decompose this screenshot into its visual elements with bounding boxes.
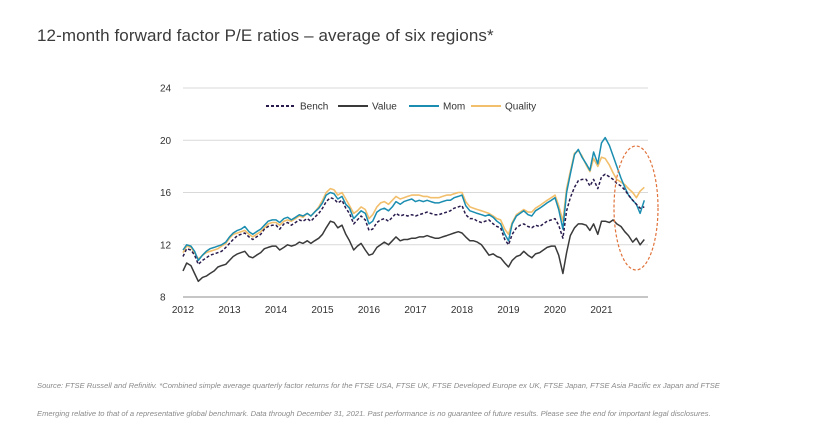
y-tick-label: 16 [160, 188, 172, 199]
x-tick-label: 2016 [358, 305, 381, 316]
x-tick-label: 2015 [311, 305, 334, 316]
chart-grid [183, 87, 648, 298]
y-tick-label: 24 [160, 84, 172, 95]
legend-label-bench: Bench [300, 102, 328, 113]
series-line-bench [182, 173, 645, 266]
legend-label-mom: Mom [443, 102, 465, 113]
x-axis-ticks: 2012 2013 2014 2015 2016 2017 2018 2019 2020 2021 [172, 305, 613, 316]
y-tick-label: 8 [160, 293, 166, 304]
legend-label-value: Value [372, 102, 397, 113]
highlight-ellipse [613, 145, 659, 271]
chart-annotation [613, 145, 659, 271]
series-line-quality [182, 149, 645, 260]
source-note: Source: FTSE Russell and Refinitiv. *Com… [37, 381, 720, 390]
y-axis-ticks: 8 12 16 20 24 [160, 84, 172, 304]
chart-title: 12-month forward factor P/E ratios – ave… [37, 26, 494, 45]
chart-series [182, 136, 646, 283]
y-tick-label: 12 [160, 240, 172, 251]
x-tick-label: 2018 [451, 305, 474, 316]
x-tick-label: 2017 [404, 305, 427, 316]
x-tick-label: 2020 [544, 305, 567, 316]
x-tick-label: 2019 [497, 305, 520, 316]
series-line-value [182, 219, 645, 283]
x-tick-label: 2021 [590, 305, 613, 316]
x-tick-label: 2012 [172, 305, 195, 316]
chart-legend: Bench Value Mom Quality [266, 102, 536, 113]
legend-label-quality: Quality [505, 102, 536, 113]
x-tick-label: 2014 [265, 305, 288, 316]
y-tick-label: 20 [160, 136, 172, 147]
x-tick-label: 2013 [218, 305, 241, 316]
disclaimer-note: Emerging relative to that of a represent… [37, 409, 711, 418]
series-line-mom [182, 136, 646, 262]
